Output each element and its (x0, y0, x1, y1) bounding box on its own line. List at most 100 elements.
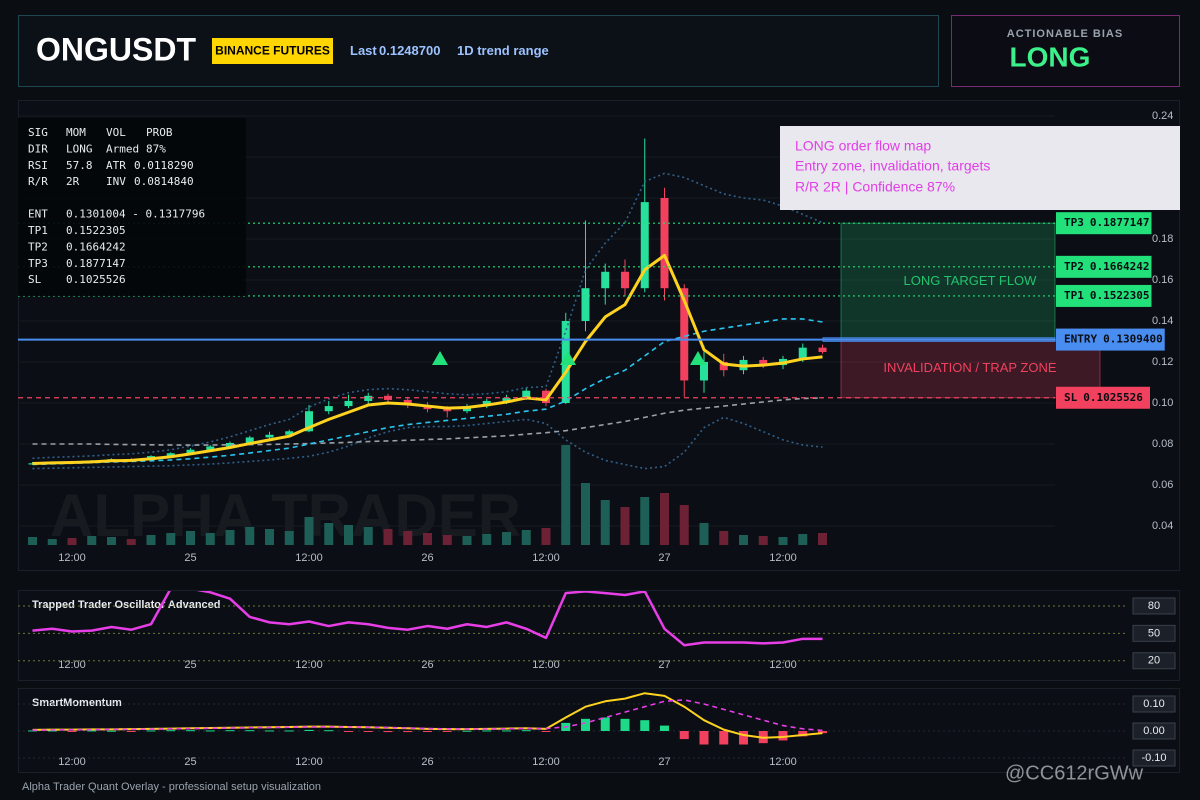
exchange-badge (212, 38, 333, 64)
level-label: TP3 0.1877147 (1064, 216, 1149, 229)
candle-body (542, 390, 550, 403)
histogram-bar (363, 731, 373, 732)
table-cell: 0.1664242 (66, 240, 126, 253)
trend-range: 1D trend range (457, 43, 549, 58)
table-cell: ATR (106, 159, 126, 172)
histogram-bar (719, 731, 729, 745)
candle-body (621, 271, 629, 289)
tick-box (1132, 722, 1176, 740)
table-cell: 0.1522305 (66, 224, 126, 237)
table-cell: TP1 (28, 224, 48, 237)
x-tick-label: 12:00 (532, 659, 560, 671)
volume-bar (758, 536, 768, 545)
level-value: 0.1309400 (1103, 333, 1163, 346)
table-cell: LONG (66, 142, 93, 155)
histogram-bar (482, 730, 492, 732)
histogram-bar (462, 730, 472, 732)
header-box (18, 15, 939, 87)
x-tick-label: 12:00 (769, 659, 797, 671)
candle-body (403, 399, 412, 406)
histogram-bar (423, 731, 432, 732)
oscillator-line (32, 591, 823, 647)
histogram-bar (442, 731, 452, 732)
table-cell: 0.0118290 (134, 159, 194, 172)
histogram-bar (265, 730, 274, 732)
table-cell: MOM (66, 126, 86, 139)
x-tick-label: 12:00 (532, 552, 560, 564)
candle-body (186, 449, 195, 454)
histogram-bar (166, 730, 176, 732)
y-tick-label: 0.16 (1152, 274, 1173, 286)
histogram-bar (28, 730, 37, 732)
table-cell: 0.1877147 (66, 257, 126, 270)
candle-body (226, 442, 234, 447)
overlay-line (32, 397, 823, 446)
candle-body (640, 202, 649, 289)
histogram-bar (67, 731, 77, 732)
momentum-line (32, 692, 823, 739)
table-cell: 0.0814840 (134, 175, 194, 188)
level-label: SL 0.1025526 (1064, 391, 1143, 404)
volume-bar (304, 517, 314, 545)
volume-bar (344, 525, 353, 545)
table-cell: SIG (28, 126, 48, 139)
volume-bar (482, 534, 492, 545)
y-tick-label: 50 (1148, 627, 1160, 639)
table-cell: TP2 (28, 240, 48, 253)
histogram-bar (87, 730, 97, 732)
volume-bar (284, 531, 294, 545)
table-cell: 0.1025526 (66, 273, 126, 286)
histogram-bar (225, 730, 235, 732)
y-tick-label: 0.24 (1152, 110, 1173, 122)
x-tick-label: 12:00 (769, 552, 797, 564)
panel-title: Trapped Trader Oscillator Advanced (32, 599, 221, 611)
y-tick-label: 0.00 (1143, 725, 1164, 737)
candle-body (680, 288, 689, 381)
bias-box (951, 15, 1180, 87)
level-label: TP2 0.1664242 (1064, 260, 1149, 273)
volume-bar (186, 531, 195, 545)
y-tick-label: 0.10 (1152, 397, 1173, 409)
volume-bar (502, 532, 511, 545)
y-tick-label: 0.04 (1152, 520, 1173, 532)
y-tick-label: 20 (1148, 655, 1160, 667)
table-cell: RSI (28, 159, 48, 172)
volume-bar (225, 530, 235, 545)
histogram-bar (284, 730, 294, 732)
x-tick-label: 27 (658, 756, 670, 768)
candle-body (502, 397, 511, 401)
volume-bar (47, 539, 57, 545)
volume-bar (245, 527, 255, 545)
volume-bar (798, 534, 808, 545)
level-name: TP1 (1064, 289, 1084, 302)
histogram-bar (502, 730, 511, 732)
histogram-bar (344, 731, 353, 732)
histogram-bar (324, 730, 334, 732)
histogram-bar (798, 731, 808, 737)
bias-title: ACTIONABLE BIAS (1007, 28, 1123, 40)
volume-bar (67, 538, 77, 545)
tick-box (1132, 652, 1176, 670)
histogram-bar (640, 720, 650, 731)
info-table: SIG MOM VOL PROB DIR LONG Armed 87% RSI 57.8 ATR 0.… (28, 126, 205, 286)
level-box (1056, 212, 1152, 235)
x-tick-label: 25 (184, 756, 196, 768)
histogram-bar (47, 730, 57, 732)
histogram-bar (383, 731, 393, 733)
volume-bar (403, 531, 413, 545)
oscillator-chart: Trapped Trader Oscillator Advanced 20 50 80… (18, 591, 1176, 671)
corner-watermark: @CC612rGWw (1005, 762, 1144, 784)
histogram-bar (600, 717, 610, 731)
level-name: TP3 (1064, 216, 1084, 229)
volume-bar (442, 535, 452, 545)
volume-bar (126, 539, 136, 545)
histogram-bar (521, 730, 531, 732)
plot-area (32, 591, 823, 647)
table-cell: 2R (66, 175, 80, 188)
histogram-bar (304, 729, 314, 731)
volume-bar (107, 537, 116, 545)
overlay-line (32, 318, 823, 466)
x-tick-label: 26 (421, 552, 433, 564)
candle-body (344, 400, 353, 407)
